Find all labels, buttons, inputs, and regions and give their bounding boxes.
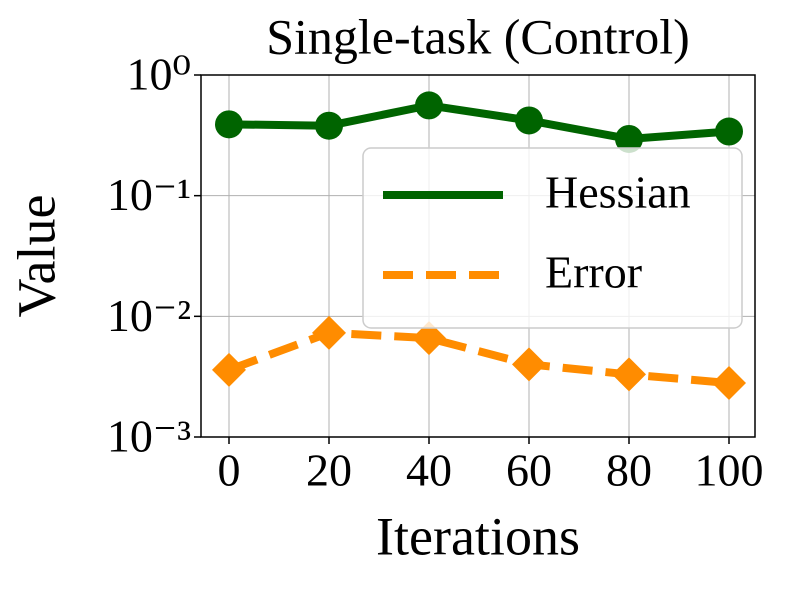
marker: [415, 91, 443, 120]
legend: Hessian Error: [362, 147, 743, 329]
marker: [215, 110, 243, 139]
marker: [715, 117, 743, 146]
legend-label: Error: [545, 247, 642, 298]
x-tick-label: 20: [306, 445, 352, 496]
x-tick-label: 100: [695, 445, 764, 496]
series-line: [228, 101, 730, 144]
series-line: [227, 328, 730, 388]
marker: [512, 347, 546, 382]
y-tick-label: 10⁻²: [107, 290, 191, 341]
marker: [515, 106, 543, 135]
x-tick-label: 0: [218, 445, 241, 496]
y-axis-label: Value: [6, 195, 66, 318]
x-tick-label: 80: [606, 445, 652, 496]
x-tick-label: 40: [406, 445, 452, 496]
legend-label: Hessian: [545, 167, 691, 218]
x-tick-label: 60: [506, 445, 552, 496]
marker: [712, 366, 746, 401]
marker: [315, 111, 343, 140]
plot-frame: [200, 74, 756, 438]
marker: [212, 352, 246, 387]
marker: [615, 124, 643, 153]
y-tick-label: 10⁰: [127, 49, 191, 100]
x-axis-label: Iterations: [376, 506, 580, 566]
chart-title: Single-task (Control): [266, 8, 690, 64]
marker: [312, 315, 346, 350]
marker: [612, 357, 646, 392]
y-tick-label: 10⁻¹: [107, 169, 191, 220]
y-tick-label: 10⁻³: [107, 411, 191, 462]
marker: [412, 321, 446, 356]
